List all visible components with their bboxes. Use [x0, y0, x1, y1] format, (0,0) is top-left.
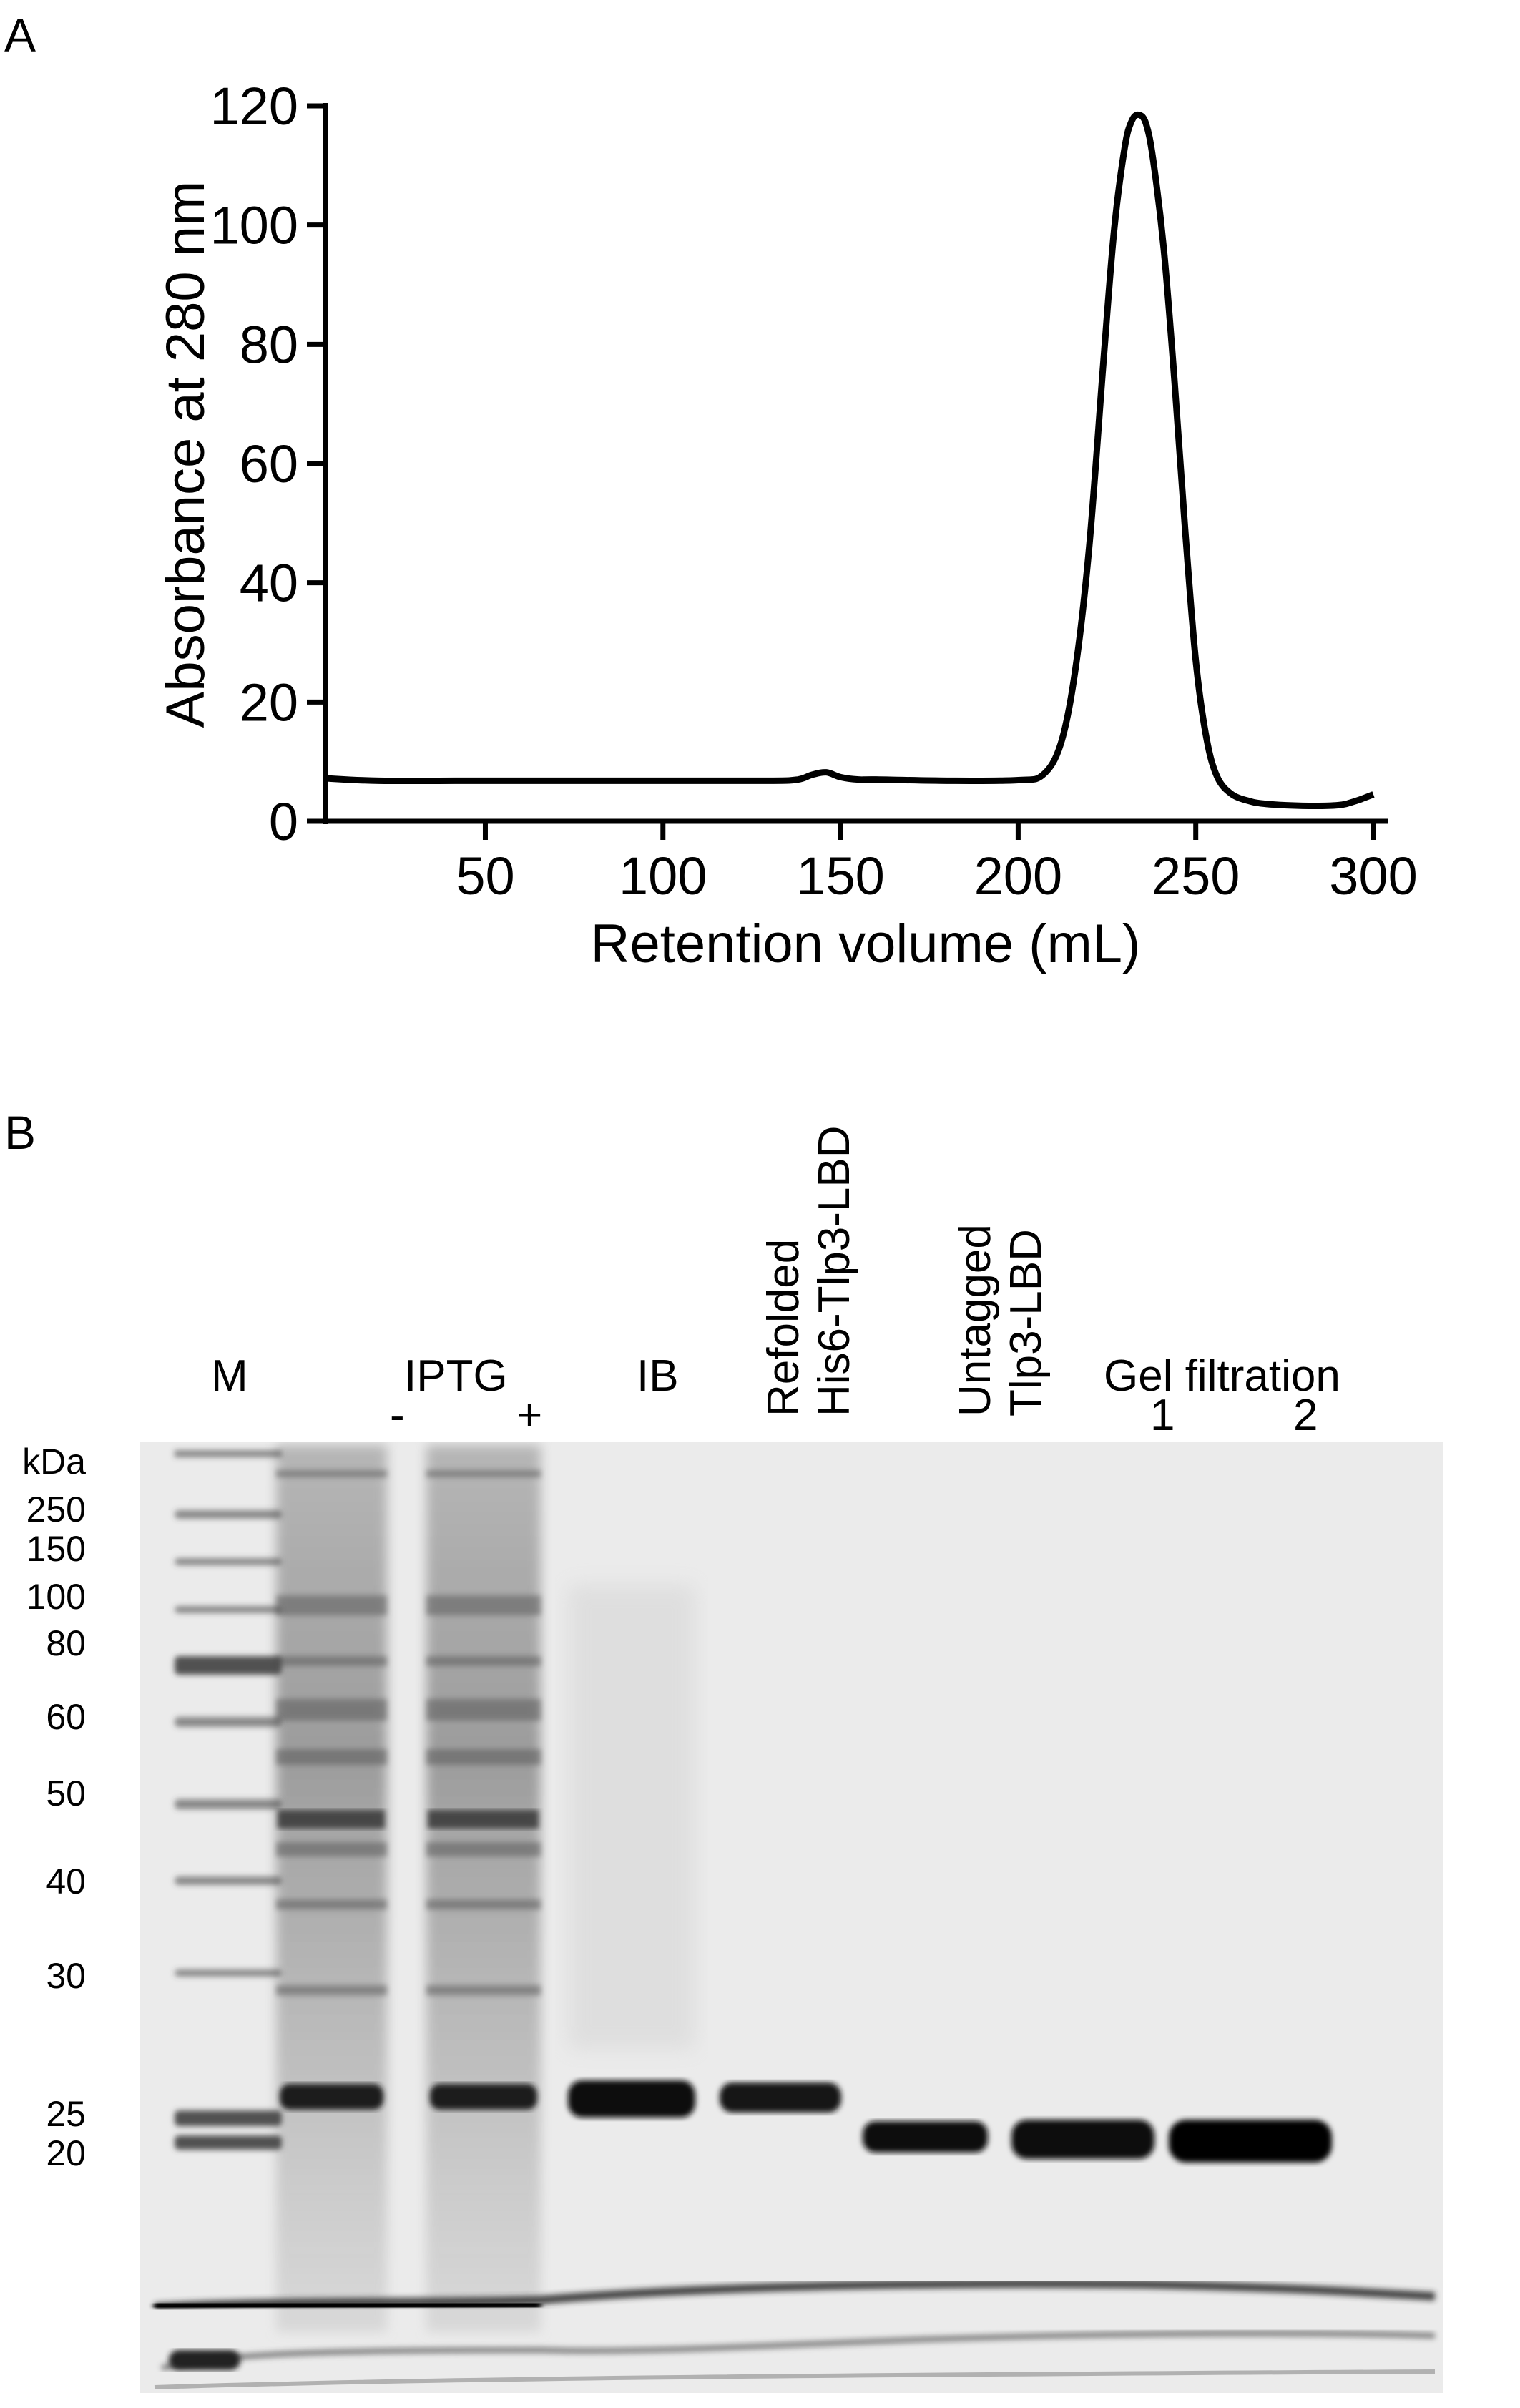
lysate-band: [426, 1985, 541, 1995]
marker-band: [175, 2135, 282, 2150]
lysate-band: [426, 1899, 541, 1909]
chromatogram-chart: 0 20 40 60 80 100 120 50 100 150 200 250 300 Retenti…: [155, 77, 1418, 974]
lysate-band: [276, 1749, 387, 1765]
x-tick-label: 50: [456, 846, 514, 906]
x-axis-label: Retention volume (mL): [591, 914, 1141, 974]
y-tick-label: 80: [240, 315, 298, 374]
y-tick-label: 100: [210, 196, 298, 255]
marker-band: [175, 1558, 282, 1565]
y-tick-label: 20: [240, 672, 298, 732]
lane-label-iptg-minus: -: [390, 1391, 405, 1440]
sds-page-gel: [140, 1442, 1443, 2393]
mw-label-80: 80: [46, 1623, 86, 1663]
lysate-band: [426, 1595, 541, 1615]
y-tick-label: 40: [240, 554, 298, 613]
y-tick-label: 120: [210, 77, 298, 136]
marker-band: [175, 1799, 282, 1809]
refolded-target-band: [720, 2082, 841, 2113]
mw-label-25: 25: [46, 2094, 86, 2134]
lysate-band: [276, 1699, 387, 1721]
lower-front: [161, 2330, 1436, 2371]
mw-label-150: 150: [26, 1529, 86, 1569]
lane-label-untagged-line1: Untagged: [951, 1224, 1000, 1416]
marker-band: [175, 1717, 282, 1727]
lysate-band: [426, 1470, 541, 1477]
gel-bands-layer: [154, 1445, 1436, 2389]
iptg-minus-lane-smear: [276, 1445, 387, 2332]
lane-label-untagged-line2: Tlp3-LBD: [1001, 1229, 1051, 1416]
lysate-band-45kda: [428, 1810, 539, 1829]
ib-lane-haze: [568, 1585, 695, 2050]
marker-band: [175, 2110, 282, 2126]
lysate-band: [426, 1842, 541, 1856]
x-tick-label: 250: [1152, 846, 1240, 906]
lane-label-refolded-line1: Refolded: [759, 1238, 808, 1416]
mw-label-50: 50: [46, 1773, 86, 1814]
bottom-front: [154, 2369, 1436, 2389]
lysate-band: [276, 1842, 387, 1856]
lysate-band: [426, 1749, 541, 1765]
lysate-band: [276, 1470, 387, 1477]
absorbance-trace: [325, 111, 1375, 809]
x-tick-label: 300: [1329, 846, 1417, 906]
lane-label-refolded: Refolded His6-Tlp3-LBD: [758, 1125, 860, 1416]
gf2-target-band: [1169, 2120, 1332, 2163]
marker-band: [175, 1969, 282, 1977]
marker-band-top: [175, 1450, 282, 1457]
mw-label-250: 250: [26, 1489, 86, 1530]
marker-band: [175, 1876, 282, 1885]
lysate-band: [276, 1656, 387, 1666]
lysate-band: [276, 1899, 387, 1909]
gf1-target-band: [1011, 2120, 1154, 2159]
lane-label-gf1: 1: [1150, 1391, 1175, 1440]
panel-b-label: B: [4, 1106, 36, 1159]
marker-band: [175, 1656, 282, 1675]
mw-unit-label: kDa: [22, 1442, 86, 1482]
marker-bottom-blob: [169, 2350, 240, 2370]
y-tick-label: 0: [269, 792, 298, 851]
marker-band: [175, 1510, 282, 1519]
panel-a-label: A: [4, 9, 36, 62]
lane-label-iptg-plus: +: [516, 1391, 543, 1440]
lane-label-ib: IB: [637, 1351, 679, 1401]
mw-label-30: 30: [46, 1956, 86, 1996]
x-tick-label: 100: [619, 846, 707, 906]
lysate-band: [426, 1656, 541, 1666]
lane-label-gel-filtration: Gel filtration: [1104, 1351, 1340, 1401]
marker-band: [175, 1606, 282, 1613]
iptg-plus-lane-smear: [426, 1445, 541, 2332]
x-tick-label: 200: [974, 846, 1062, 906]
lysate-band: [276, 1985, 387, 1995]
lysate-band: [276, 1595, 387, 1615]
dye-front-dark: [154, 2297, 541, 2314]
lane-label-marker: M: [211, 1351, 248, 1401]
untagged-target-band: [863, 2121, 988, 2153]
lysate-band: [426, 1699, 541, 1721]
iptg-minus-target-band: [280, 2084, 383, 2110]
x-tick-label: 150: [796, 846, 884, 906]
mw-label-20: 20: [46, 2133, 86, 2173]
lane-label-refolded-line2: His6-Tlp3-LBD: [810, 1125, 860, 1416]
mw-label-100: 100: [26, 1577, 86, 1617]
lane-label-iptg: IPTG: [404, 1351, 508, 1401]
lane-label-gf2: 2: [1293, 1391, 1318, 1440]
lysate-band-45kda: [278, 1810, 385, 1829]
mw-label-40: 40: [46, 1861, 86, 1902]
y-tick-label: 60: [240, 434, 298, 494]
y-axis-label: Absorbance at 280 nm: [155, 181, 216, 728]
mw-label-60: 60: [46, 1697, 86, 1737]
lane-label-untagged: Untagged Tlp3-LBD: [950, 1224, 1052, 1416]
ib-target-band: [568, 2080, 695, 2118]
iptg-plus-target-band: [430, 2084, 537, 2110]
